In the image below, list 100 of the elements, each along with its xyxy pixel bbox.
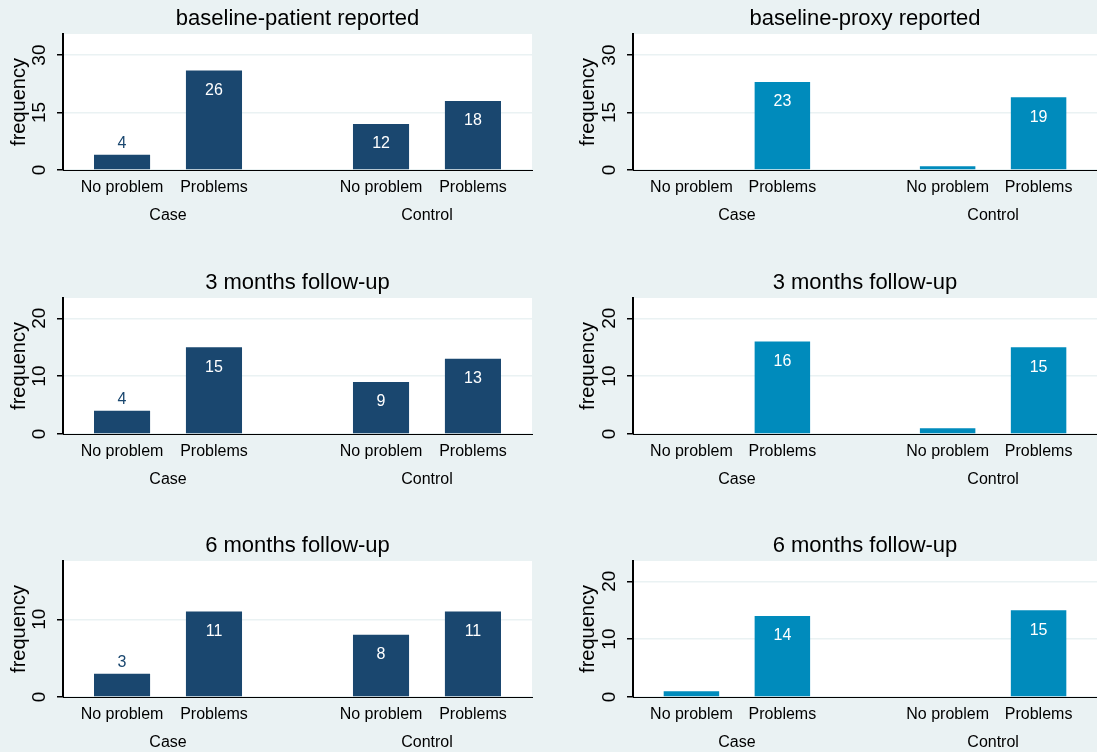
bar — [352, 124, 410, 170]
y-tick-label: 30 — [28, 44, 50, 66]
text: Problems — [748, 178, 817, 196]
text: No problem — [339, 442, 423, 460]
bar — [94, 154, 151, 170]
chart-title: baseline-proxy reported — [749, 5, 981, 31]
bar — [352, 381, 410, 434]
series-label: Problems — [439, 178, 507, 196]
x-tick-label: Case — [149, 470, 187, 488]
y-tick-label: 0 — [28, 691, 50, 703]
y-tick-label: 20 — [598, 570, 620, 592]
data-label: 15 — [1029, 620, 1048, 638]
bar — [919, 166, 976, 170]
chart-title: 3 months follow-up — [772, 269, 958, 295]
bar — [185, 347, 243, 434]
text: No problem — [339, 178, 423, 196]
y-tick-label: 15 — [598, 101, 620, 124]
series-label: No problem — [650, 705, 733, 723]
y-tick-label: 0 — [598, 691, 620, 703]
bar — [1010, 610, 1067, 697]
text: No problem — [906, 705, 989, 723]
data-label: 11 — [464, 621, 482, 639]
bar — [185, 70, 243, 170]
bar — [185, 611, 243, 697]
x-tick-label: Control — [967, 470, 1019, 488]
y-axis-title: frequency — [575, 322, 598, 410]
y-axis-title: frequency — [6, 585, 29, 673]
y-tick-label: 10 — [598, 628, 620, 650]
series-label: Problems — [1004, 442, 1073, 460]
x-tick-label: Control — [967, 733, 1019, 751]
chart-title: 6 months follow-up — [205, 532, 390, 558]
data-label: 3 — [117, 653, 127, 671]
y-tick-label: 0 — [598, 164, 620, 176]
bar — [352, 634, 410, 697]
series-label: No problem — [906, 178, 989, 196]
x-tick-label: Control — [967, 206, 1019, 224]
text: No problem — [650, 178, 733, 196]
bar — [754, 81, 811, 170]
y-axis-title: frequency — [6, 58, 29, 146]
series-label: No problem — [906, 442, 989, 460]
chart-title: 3 months follow-up — [205, 269, 390, 295]
data-label: 19 — [1029, 107, 1048, 125]
text: No problem — [650, 442, 733, 460]
x-tick-label: Control — [401, 470, 453, 488]
bar — [663, 691, 720, 697]
y-tick-label: 20 — [598, 307, 620, 329]
y-tick-label: 20 — [28, 307, 50, 329]
x-tick-label: Case — [149, 733, 187, 751]
bar — [94, 673, 151, 697]
bar — [1010, 347, 1067, 434]
bar — [444, 358, 501, 434]
series-label: Problems — [1004, 705, 1073, 723]
data-label: 16 — [773, 351, 792, 369]
series-label: Problems — [439, 705, 507, 723]
data-label: 26 — [205, 80, 223, 98]
y-tick-label: 0 — [598, 428, 620, 440]
data-label: 18 — [464, 111, 482, 129]
series-label: Problems — [439, 442, 507, 460]
data-label: 8 — [376, 645, 386, 663]
chart-title: 6 months follow-up — [772, 532, 958, 558]
bar — [919, 428, 976, 434]
x-tick-label: Case — [718, 206, 756, 224]
y-tick-label: 0 — [28, 428, 50, 440]
bar — [1010, 97, 1067, 170]
y-tick-label: 10 — [28, 365, 50, 387]
y-tick-label: 30 — [598, 44, 620, 66]
data-label: 4 — [117, 134, 127, 152]
bar — [754, 341, 811, 434]
x-tick-label: Control — [401, 733, 453, 751]
data-label: 14 — [773, 626, 792, 644]
bar — [754, 615, 811, 697]
y-axis-title: frequency — [6, 322, 29, 410]
text: Problems — [180, 178, 248, 196]
text: Problems — [748, 705, 817, 723]
bar — [444, 611, 501, 697]
series-label: Problems — [1004, 178, 1073, 196]
data-label: 13 — [464, 369, 482, 387]
data-label: 15 — [205, 357, 223, 375]
text: Problems — [748, 442, 817, 460]
text: Problems — [180, 705, 248, 723]
series-label: No problem — [80, 442, 164, 460]
data-label: 12 — [372, 134, 391, 152]
chart-title: baseline-patient reported — [175, 5, 420, 31]
series-label: No problem — [80, 178, 164, 196]
x-tick-label: Case — [718, 733, 756, 751]
bar — [94, 410, 151, 434]
data-label: 11 — [205, 621, 223, 639]
y-tick-label: 0 — [28, 164, 50, 176]
text: Problems — [180, 442, 248, 460]
text: No problem — [339, 705, 423, 723]
data-label: 15 — [1029, 357, 1048, 375]
y-tick-label: 15 — [28, 101, 50, 124]
series-label: No problem — [80, 705, 164, 723]
x-tick-label: Case — [149, 206, 187, 224]
data-label: 4 — [117, 390, 127, 408]
y-tick-label: 10 — [28, 608, 50, 630]
bar — [444, 101, 501, 170]
y-tick-label: 10 — [598, 365, 620, 387]
x-tick-label: Case — [718, 470, 756, 488]
y-axis-title: frequency — [575, 58, 598, 146]
